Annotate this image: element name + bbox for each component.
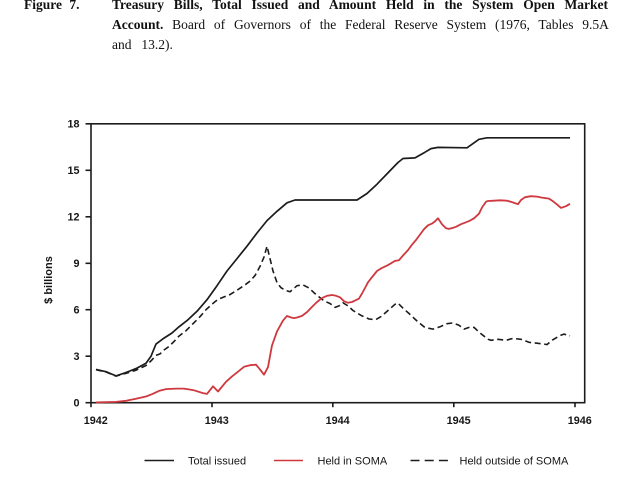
svg-text:Held in SOMA: Held in SOMA [318, 456, 388, 468]
svg-text:1945: 1945 [447, 415, 471, 427]
svg-text:9: 9 [73, 258, 79, 270]
svg-text:3: 3 [73, 351, 79, 363]
svg-text:18: 18 [67, 119, 79, 131]
svg-text:1946: 1946 [568, 415, 592, 427]
svg-text:6: 6 [73, 305, 79, 317]
svg-text:15: 15 [67, 165, 79, 177]
svg-text:Held outside of SOMA: Held outside of SOMA [460, 456, 569, 468]
svg-text:$ billions: $ billions [43, 256, 55, 304]
svg-text:1942: 1942 [84, 415, 108, 427]
svg-text:1944: 1944 [326, 415, 350, 427]
svg-text:1943: 1943 [205, 415, 229, 427]
svg-text:12: 12 [67, 212, 79, 224]
svg-text:Total issued: Total issued [188, 456, 246, 468]
svg-text:0: 0 [73, 398, 79, 410]
